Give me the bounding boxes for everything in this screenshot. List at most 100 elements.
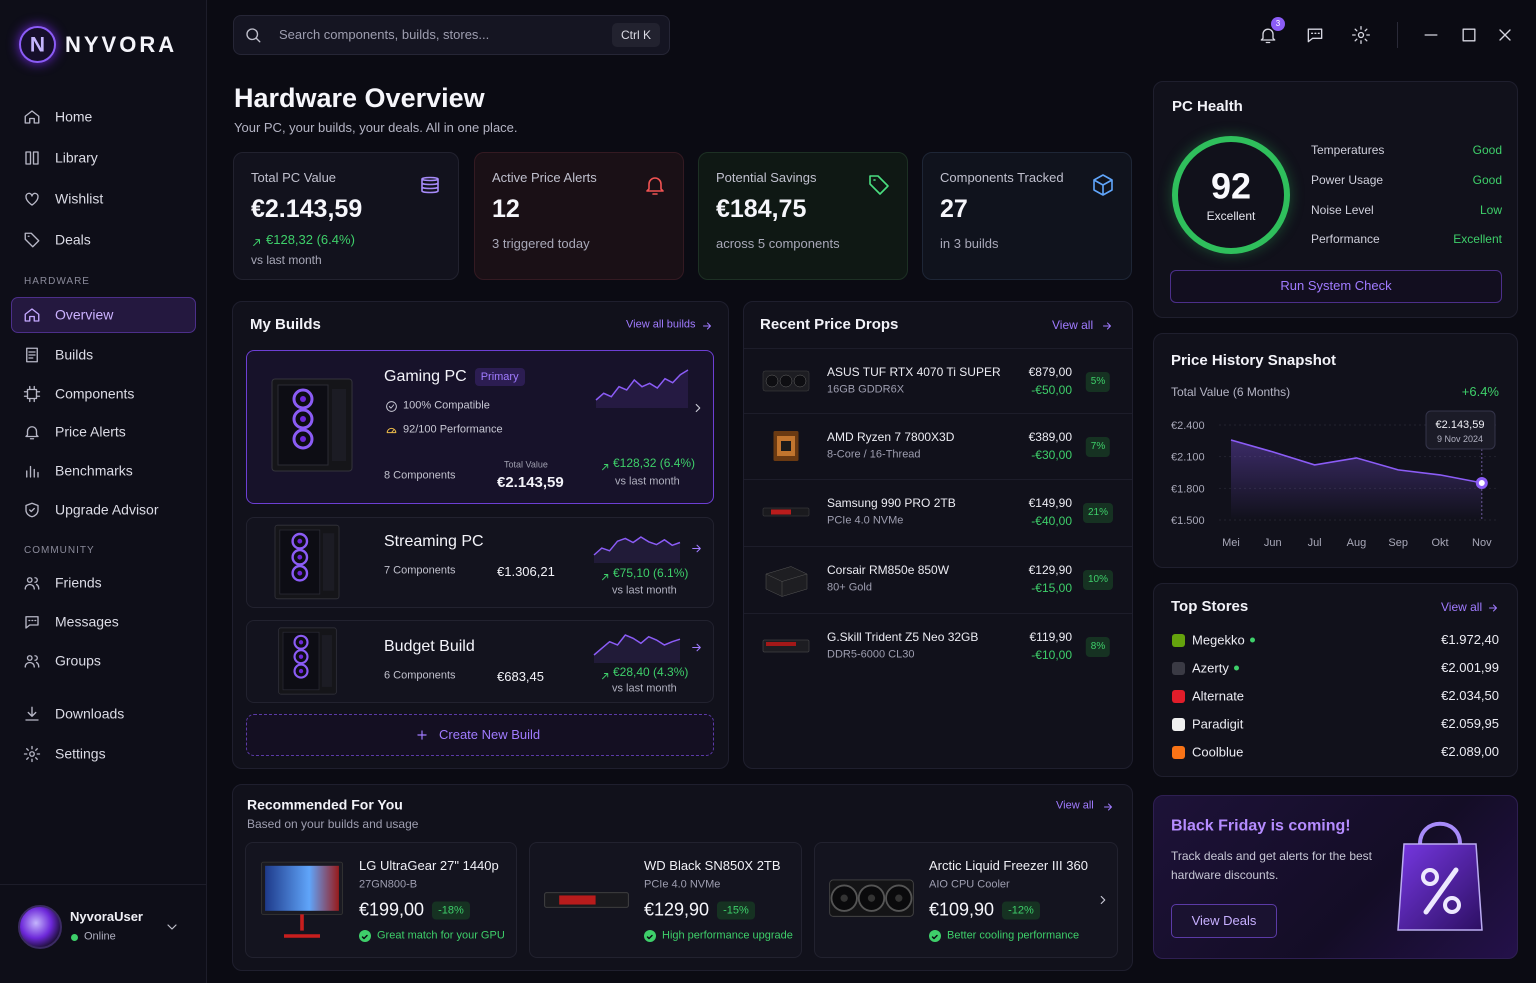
icon: [23, 613, 41, 631]
store-logo: [1172, 633, 1185, 647]
drop-pct: 5%: [1085, 372, 1111, 392]
health-ring: [1172, 136, 1290, 254]
tooltip-date: 9 Nov 2024: [1437, 434, 1483, 444]
drop-price: €129,90: [1028, 562, 1072, 577]
rec-name: WD Black SN850X 2TB: [644, 858, 781, 874]
store-online-dot: [1249, 637, 1255, 643]
promo-bag: [1397, 821, 1483, 931]
panel-link[interactable]: View all: [1052, 317, 1094, 332]
nav-item[interactable]: Price Alerts: [55, 423, 126, 440]
product-image: [262, 360, 362, 490]
chart-title: Price History Snapshot: [1171, 352, 1337, 369]
nav-item[interactable]: Home: [55, 108, 93, 125]
system-check-button[interactable]: [1170, 270, 1502, 303]
x-tick-label: Nov: [1472, 537, 1492, 549]
icon[interactable]: [1258, 25, 1278, 45]
nav-item[interactable]: Groups: [55, 652, 101, 669]
icon[interactable]: [1421, 25, 1441, 45]
divider: [744, 613, 1132, 614]
store-online-dot: [1233, 665, 1239, 671]
drop-name: AMD Ryzen 7 7800X3D: [827, 429, 955, 444]
icon: [23, 574, 41, 592]
icon[interactable]: [1351, 25, 1371, 45]
sparkline-area: [596, 370, 688, 408]
drop-pct: 10%: [1082, 570, 1114, 590]
x-tick-label: Mei: [1222, 537, 1240, 549]
nav-item[interactable]: Benchmarks: [55, 462, 133, 479]
promo-button[interactable]: [1171, 904, 1277, 938]
panel-title: PC Health: [1172, 98, 1243, 115]
icon: [23, 108, 41, 126]
nav-item[interactable]: Wishlist: [55, 190, 104, 207]
stat-note: in 3 builds: [940, 236, 999, 252]
nav-item[interactable]: Overview: [55, 306, 114, 323]
store-logo: [1172, 717, 1185, 731]
build-value: €2.143,59: [497, 474, 564, 491]
icon: [359, 930, 371, 942]
health-metric: Power Usage: [1311, 172, 1384, 187]
nav-item[interactable]: Library: [55, 149, 98, 166]
sidebar: [0, 0, 207, 983]
panel-title: Recent Price Drops: [760, 316, 899, 333]
topbar-divider: [1397, 22, 1398, 48]
build-note: vs last month: [615, 475, 680, 488]
divider: [744, 479, 1132, 480]
user-status: Online: [84, 930, 116, 943]
icon: [23, 231, 41, 249]
rec-price: €109,90: [929, 899, 995, 920]
icon: [1102, 800, 1114, 812]
icon[interactable]: [1495, 25, 1515, 45]
panel-link[interactable]: View all: [1056, 799, 1094, 812]
stores-panel: [1153, 583, 1518, 777]
nav-item[interactable]: Components: [55, 385, 135, 402]
panel-link[interactable]: View all: [1441, 599, 1483, 614]
rec-spec: PCIe 4.0 NVMe: [644, 878, 721, 891]
promo-text: Track deals and get alerts for the best …: [1171, 849, 1372, 882]
stat-card: [233, 152, 459, 280]
rec-name: LG UltraGear 27" 1440p: [359, 858, 499, 874]
page-subtitle: Your PC, your builds, your deals. All in…: [234, 120, 518, 136]
nav-item[interactable]: Deals: [55, 231, 91, 248]
store-logo: [1172, 689, 1185, 703]
nav-item[interactable]: Upgrade Advisor: [55, 501, 159, 518]
nav-item[interactable]: Builds: [55, 346, 94, 363]
nav-item[interactable]: Downloads: [55, 705, 125, 722]
build-title-row: Gaming PC Primary: [384, 368, 525, 386]
icon[interactable]: [1305, 25, 1325, 45]
tooltip-value: €2.143,59: [1436, 419, 1485, 431]
nav-item[interactable]: Messages: [55, 613, 119, 630]
icon: [1101, 319, 1113, 331]
icon: [252, 235, 262, 246]
drop-price: €389,00: [1028, 429, 1072, 444]
stat-change: €128,32 (6.4%): [266, 232, 355, 248]
shortcut: Ctrl K: [621, 27, 651, 42]
stat-value: €184,75: [716, 195, 807, 223]
sparkline-line: [595, 369, 689, 401]
store-price: €2.059,95: [1441, 716, 1499, 732]
x-tick-label: Jun: [1264, 537, 1282, 549]
stat-value: 27: [940, 195, 968, 223]
search-box[interactable]: [233, 15, 670, 55]
drop-amount: -€30,00: [1031, 447, 1072, 462]
check-dot: [929, 930, 941, 942]
health-status: Low: [1479, 202, 1502, 217]
user-avatar[interactable]: [18, 905, 62, 949]
nav-item[interactable]: Friends: [55, 574, 102, 591]
sparkline: [595, 369, 689, 408]
build-components: 8 Components: [384, 469, 456, 482]
build-title-row: Streaming PC: [384, 533, 484, 551]
icon: [164, 919, 180, 935]
icon[interactable]: [1459, 25, 1479, 45]
health-status: Excellent: [1453, 231, 1502, 246]
product-image: [265, 625, 350, 697]
create-build[interactable]: [246, 714, 714, 756]
rec-price-row: €109,90 -12%: [929, 900, 1040, 921]
nav-item[interactable]: Settings: [55, 745, 106, 762]
drop-pct: 7%: [1085, 437, 1111, 457]
stat-value: €2.143,59: [251, 195, 363, 223]
panel-link[interactable]: View all builds: [626, 318, 696, 331]
icon: [23, 149, 41, 167]
tooltip-box: [1425, 410, 1496, 450]
drop-name: Corsair RM850e 850W: [827, 562, 950, 577]
build-change: €128,32 (6.4%): [613, 455, 696, 470]
